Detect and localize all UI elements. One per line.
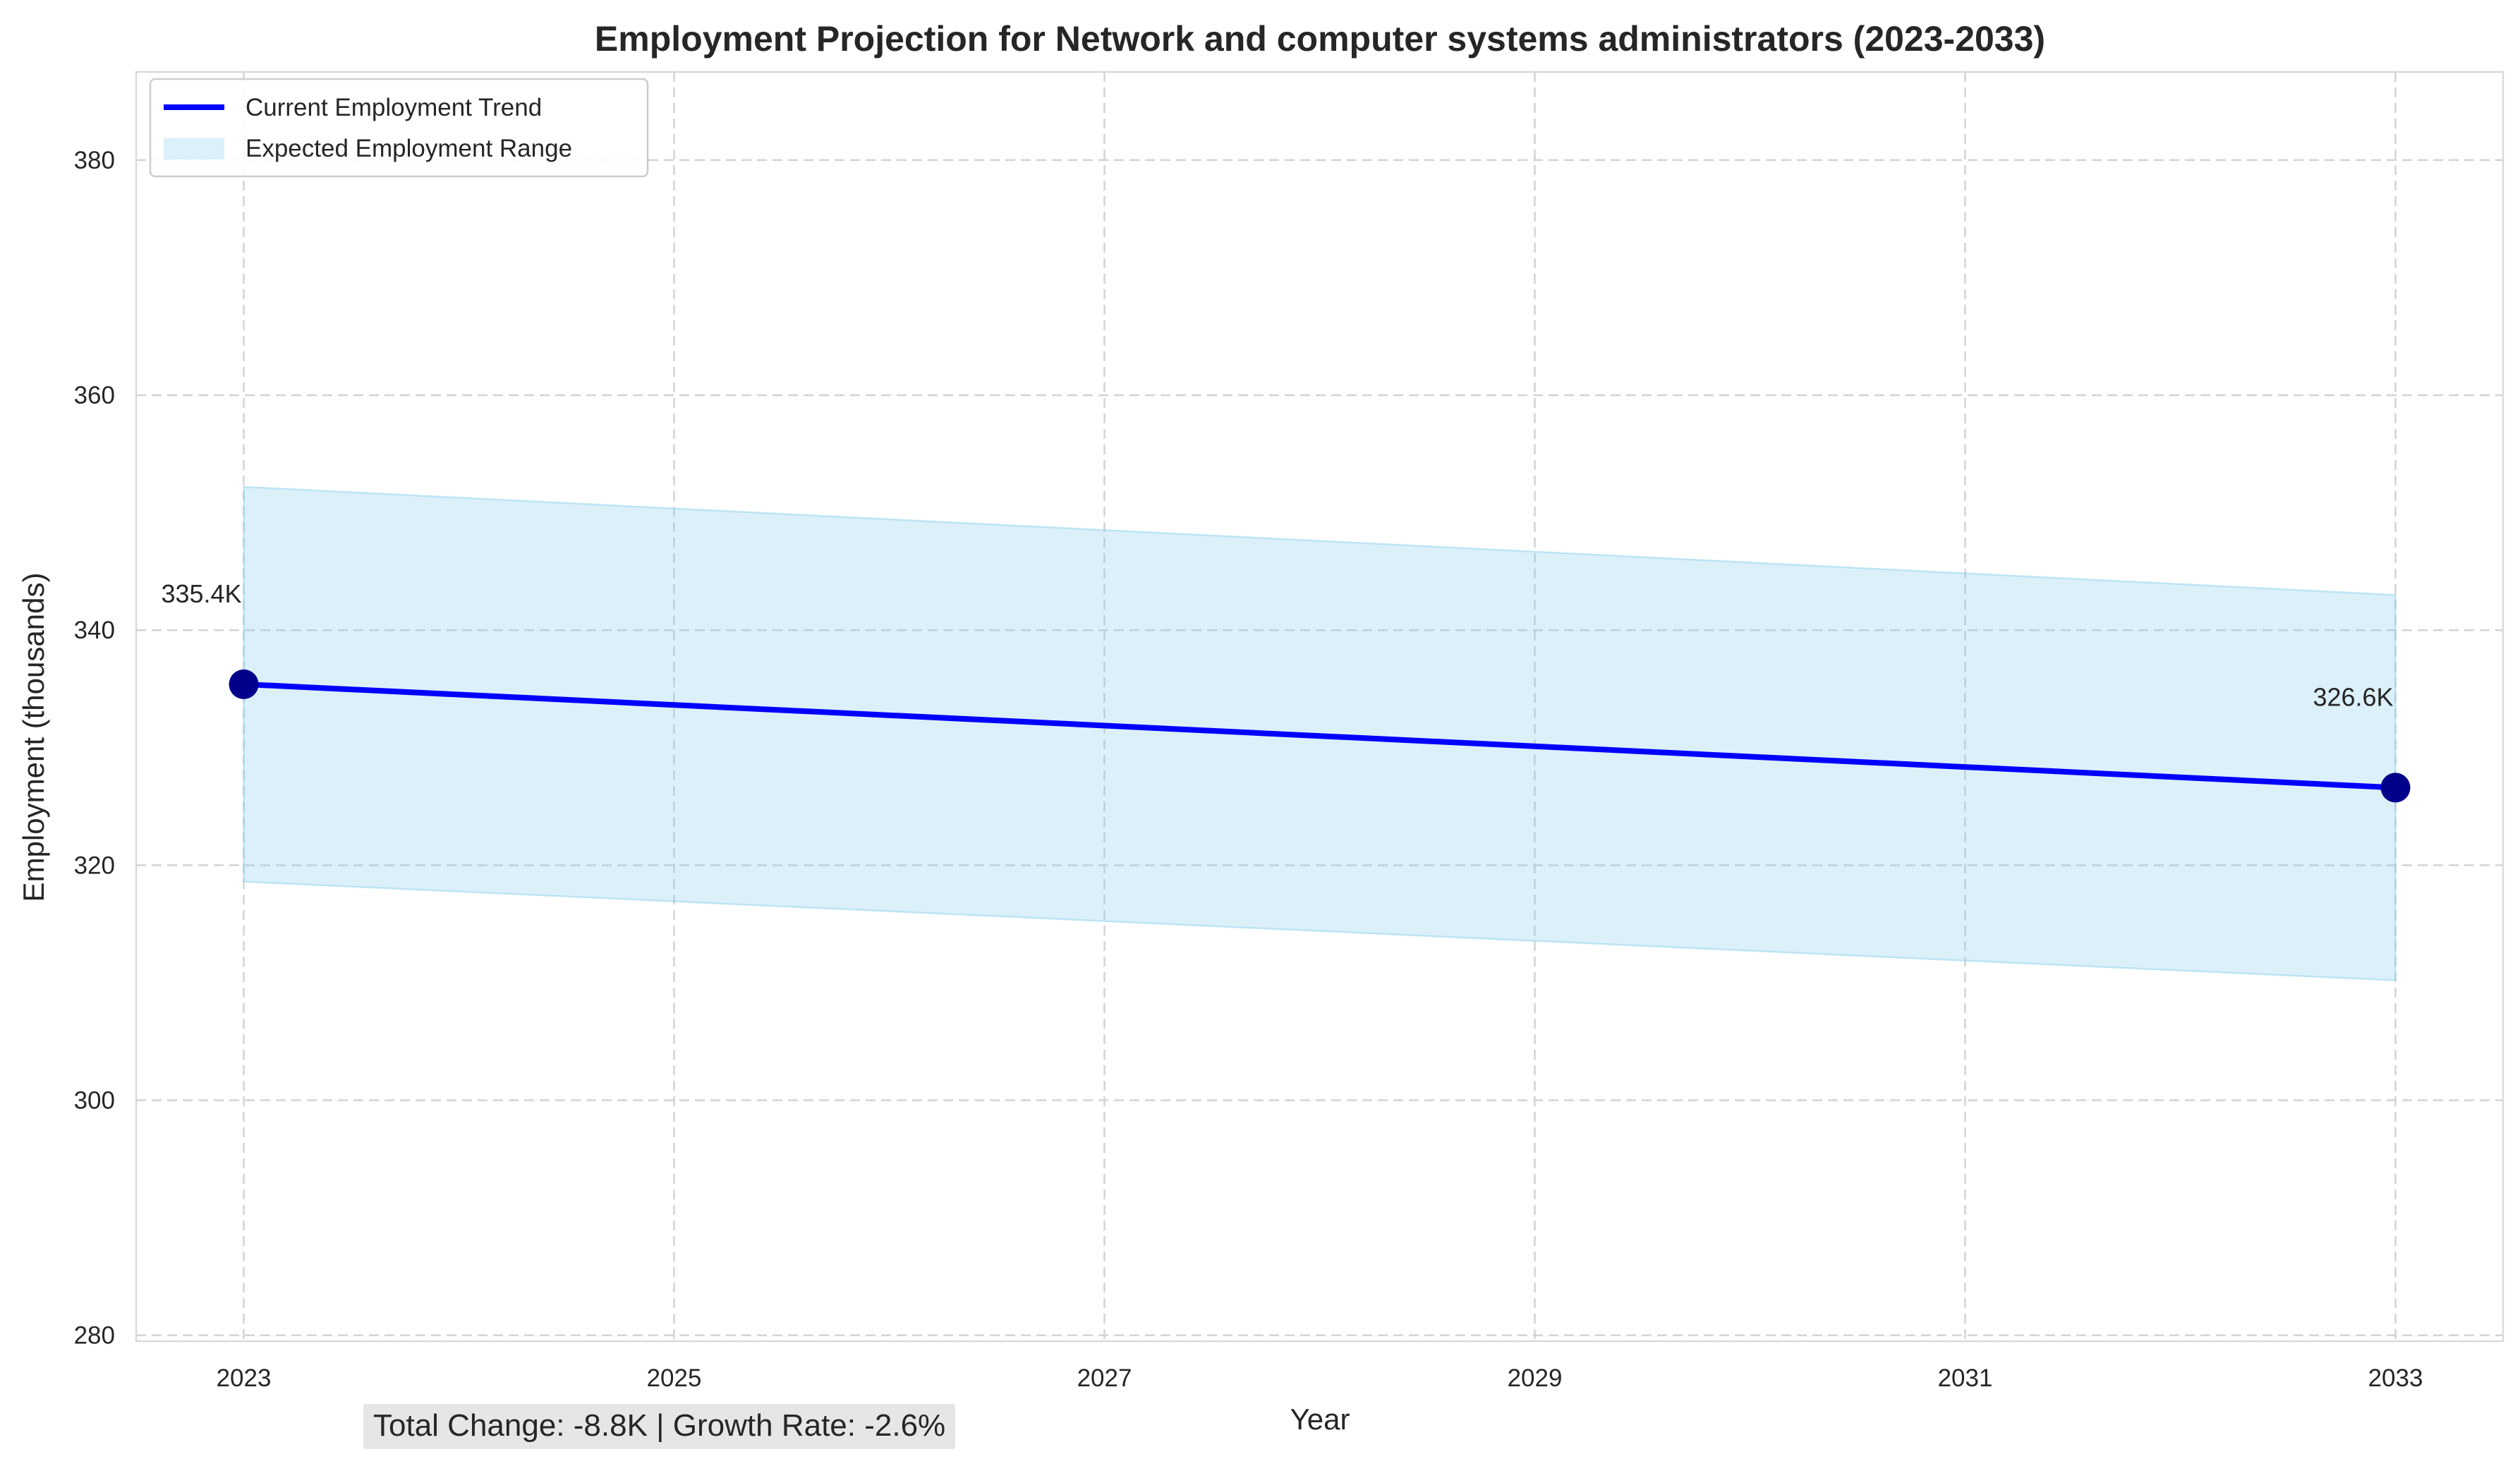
x-tick-labels: 2023 2025 2027 2029 2031 2033 [217,1364,2423,1392]
x-axis-label: Year [1290,1403,1350,1436]
value-annotation: 335.4K [161,579,241,608]
x-tick-label: 2033 [2368,1364,2423,1392]
y-tick-label: 320 [74,852,115,879]
chart-title: Employment Projection for Network and co… [595,19,2045,59]
grid-layer [136,72,2503,1341]
x-tick-label: 2031 [1938,1364,1993,1392]
x-tick-label: 2025 [647,1364,702,1392]
x-tick-label: 2029 [1508,1364,1563,1392]
plot-frame [135,71,2504,1343]
trend-line [241,681,2399,791]
y-axis-label: Employment (thousands) [17,573,50,902]
y-tick-label: 340 [74,617,115,644]
y-tick-label: 360 [74,382,115,409]
value-annotation: 326.6K [2313,682,2393,711]
data-point-marker [2380,773,2411,803]
x-tick-label: 2027 [1077,1364,1132,1392]
legend-swatch-range-band [164,138,224,159]
legend-label-range: Expected Employment Range [246,135,572,162]
legend-label-trend: Current Employment Trend [246,94,542,121]
data-point-marker [229,669,259,699]
legend: Current Employment Trend Expected Employ… [149,78,649,178]
y-tick-labels: 280 300 320 340 360 380 [74,147,115,1350]
legend-frame [149,78,649,178]
x-tick-label: 2023 [217,1364,272,1392]
annotation-layer: 335.4K 326.6K [161,579,2393,712]
y-tick-label: 300 [74,1087,115,1115]
y-tick-label: 380 [74,147,115,174]
summary-stats-box: Total Change: -8.8K | Growth Rate: -2.6% [363,1404,956,1449]
trend-line-layer [241,681,2399,791]
marker-layer [229,669,2411,803]
y-tick-label: 280 [74,1322,115,1350]
